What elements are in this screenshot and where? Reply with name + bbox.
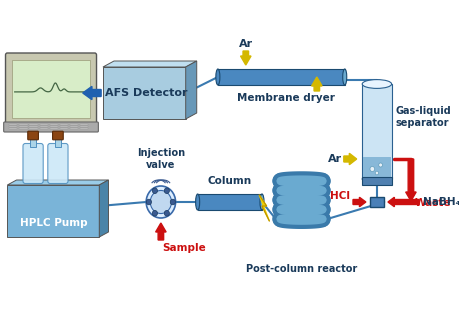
FancyBboxPatch shape <box>369 197 383 207</box>
FancyBboxPatch shape <box>60 126 68 127</box>
Circle shape <box>170 199 175 205</box>
FancyBboxPatch shape <box>6 53 96 125</box>
Text: HCl: HCl <box>330 191 349 201</box>
Text: Ar: Ar <box>327 154 341 164</box>
Ellipse shape <box>195 194 199 210</box>
Circle shape <box>164 188 169 194</box>
Polygon shape <box>55 139 61 147</box>
FancyBboxPatch shape <box>39 126 48 127</box>
FancyBboxPatch shape <box>48 144 68 183</box>
FancyBboxPatch shape <box>9 128 17 129</box>
Polygon shape <box>218 69 344 85</box>
FancyBboxPatch shape <box>80 128 88 129</box>
FancyBboxPatch shape <box>29 128 38 129</box>
FancyBboxPatch shape <box>12 60 90 118</box>
Circle shape <box>369 166 374 171</box>
Circle shape <box>375 171 378 175</box>
Polygon shape <box>362 157 390 178</box>
FancyBboxPatch shape <box>4 122 98 132</box>
FancyBboxPatch shape <box>80 126 88 127</box>
Text: AFS Detector: AFS Detector <box>105 88 187 98</box>
Text: Injection
valve: Injection valve <box>136 148 185 170</box>
FancyArrow shape <box>343 153 356 165</box>
FancyArrow shape <box>155 223 166 240</box>
Polygon shape <box>103 67 185 119</box>
Polygon shape <box>361 84 391 179</box>
FancyBboxPatch shape <box>19 124 28 125</box>
FancyBboxPatch shape <box>23 144 43 183</box>
FancyBboxPatch shape <box>50 124 58 125</box>
Ellipse shape <box>361 79 391 88</box>
FancyBboxPatch shape <box>29 126 38 127</box>
FancyArrow shape <box>83 86 101 100</box>
Text: Waste: Waste <box>414 198 450 208</box>
Ellipse shape <box>342 69 346 85</box>
Polygon shape <box>185 61 196 119</box>
FancyBboxPatch shape <box>70 128 78 129</box>
FancyArrow shape <box>240 51 251 65</box>
FancyBboxPatch shape <box>50 128 58 129</box>
FancyBboxPatch shape <box>70 124 78 125</box>
Polygon shape <box>7 185 99 237</box>
Polygon shape <box>259 195 269 221</box>
Polygon shape <box>7 180 108 185</box>
Circle shape <box>152 211 157 216</box>
Circle shape <box>378 163 381 167</box>
Ellipse shape <box>215 69 219 85</box>
Circle shape <box>146 199 151 205</box>
FancyBboxPatch shape <box>60 128 68 129</box>
Circle shape <box>146 186 175 218</box>
Polygon shape <box>197 194 262 210</box>
Text: NaBH₄: NaBH₄ <box>422 197 459 207</box>
FancyBboxPatch shape <box>50 126 58 127</box>
Text: Sample: Sample <box>162 243 206 253</box>
FancyArrow shape <box>352 197 365 207</box>
FancyBboxPatch shape <box>52 131 63 140</box>
FancyBboxPatch shape <box>39 128 48 129</box>
Text: HPLC Pump: HPLC Pump <box>19 218 87 228</box>
Text: Column: Column <box>207 176 252 186</box>
Text: Gas-liquid
separator: Gas-liquid separator <box>394 107 450 128</box>
FancyBboxPatch shape <box>19 128 28 129</box>
Polygon shape <box>103 61 196 67</box>
Ellipse shape <box>259 194 263 210</box>
Ellipse shape <box>361 175 391 183</box>
Circle shape <box>150 191 171 214</box>
Circle shape <box>152 188 157 194</box>
FancyArrow shape <box>311 77 321 91</box>
Polygon shape <box>99 180 108 237</box>
FancyBboxPatch shape <box>80 124 88 125</box>
FancyBboxPatch shape <box>60 124 68 125</box>
FancyBboxPatch shape <box>29 124 38 125</box>
FancyBboxPatch shape <box>28 131 39 140</box>
FancyBboxPatch shape <box>70 126 78 127</box>
Text: Ar: Ar <box>238 39 252 49</box>
FancyBboxPatch shape <box>361 177 391 185</box>
FancyBboxPatch shape <box>9 126 17 127</box>
FancyBboxPatch shape <box>9 124 17 125</box>
Circle shape <box>164 211 169 216</box>
FancyBboxPatch shape <box>39 124 48 125</box>
FancyArrow shape <box>405 159 415 201</box>
FancyBboxPatch shape <box>19 126 28 127</box>
Text: Post-column reactor: Post-column reactor <box>246 265 356 274</box>
FancyArrow shape <box>387 197 418 207</box>
Polygon shape <box>30 139 36 147</box>
Text: Membrane dryer: Membrane dryer <box>236 93 334 103</box>
